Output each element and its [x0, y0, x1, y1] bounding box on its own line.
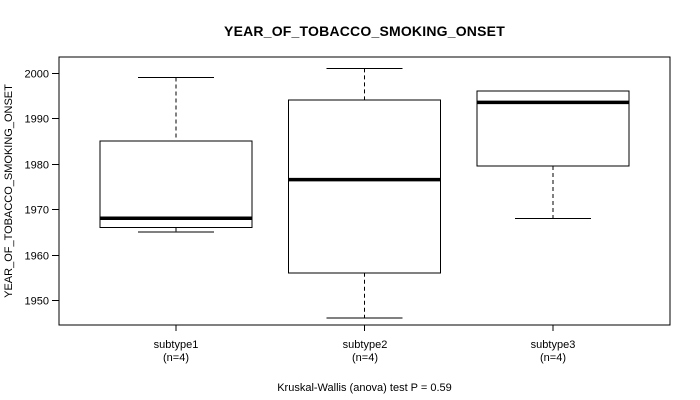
y-axis-tick-label: 1960: [25, 251, 49, 263]
chart-title: YEAR_OF_TOBACCO_SMOKING_ONSET: [224, 23, 505, 39]
stat-test-caption: Kruskal-Wallis (anova) test P = 0.59: [277, 382, 452, 394]
group-n-label: (n=4): [163, 352, 189, 364]
y-axis-tick-label: 1990: [25, 114, 49, 126]
y-axis-tick-label: 1950: [25, 296, 49, 308]
y-axis-tick-label: 1980: [25, 160, 49, 172]
group-label: subtype2: [342, 339, 388, 351]
iqr-box-subtype2: [288, 99, 441, 274]
y-axis-tick-label: 2000: [25, 69, 49, 81]
x-axis-group-label-subtype3: subtype3 (n=4): [483, 339, 623, 365]
group-n-label: (n=4): [540, 352, 566, 364]
x-axis-group-label-subtype1: subtype1 (n=4): [106, 339, 246, 365]
y-axis-tick-label: 1970: [25, 205, 49, 217]
iqr-box-subtype1: [99, 140, 253, 228]
group-n-label: (n=4): [352, 352, 378, 364]
group-label: subtype1: [153, 339, 199, 351]
group-label: subtype3: [530, 339, 576, 351]
x-axis-group-label-subtype2: subtype2 (n=4): [295, 339, 435, 365]
